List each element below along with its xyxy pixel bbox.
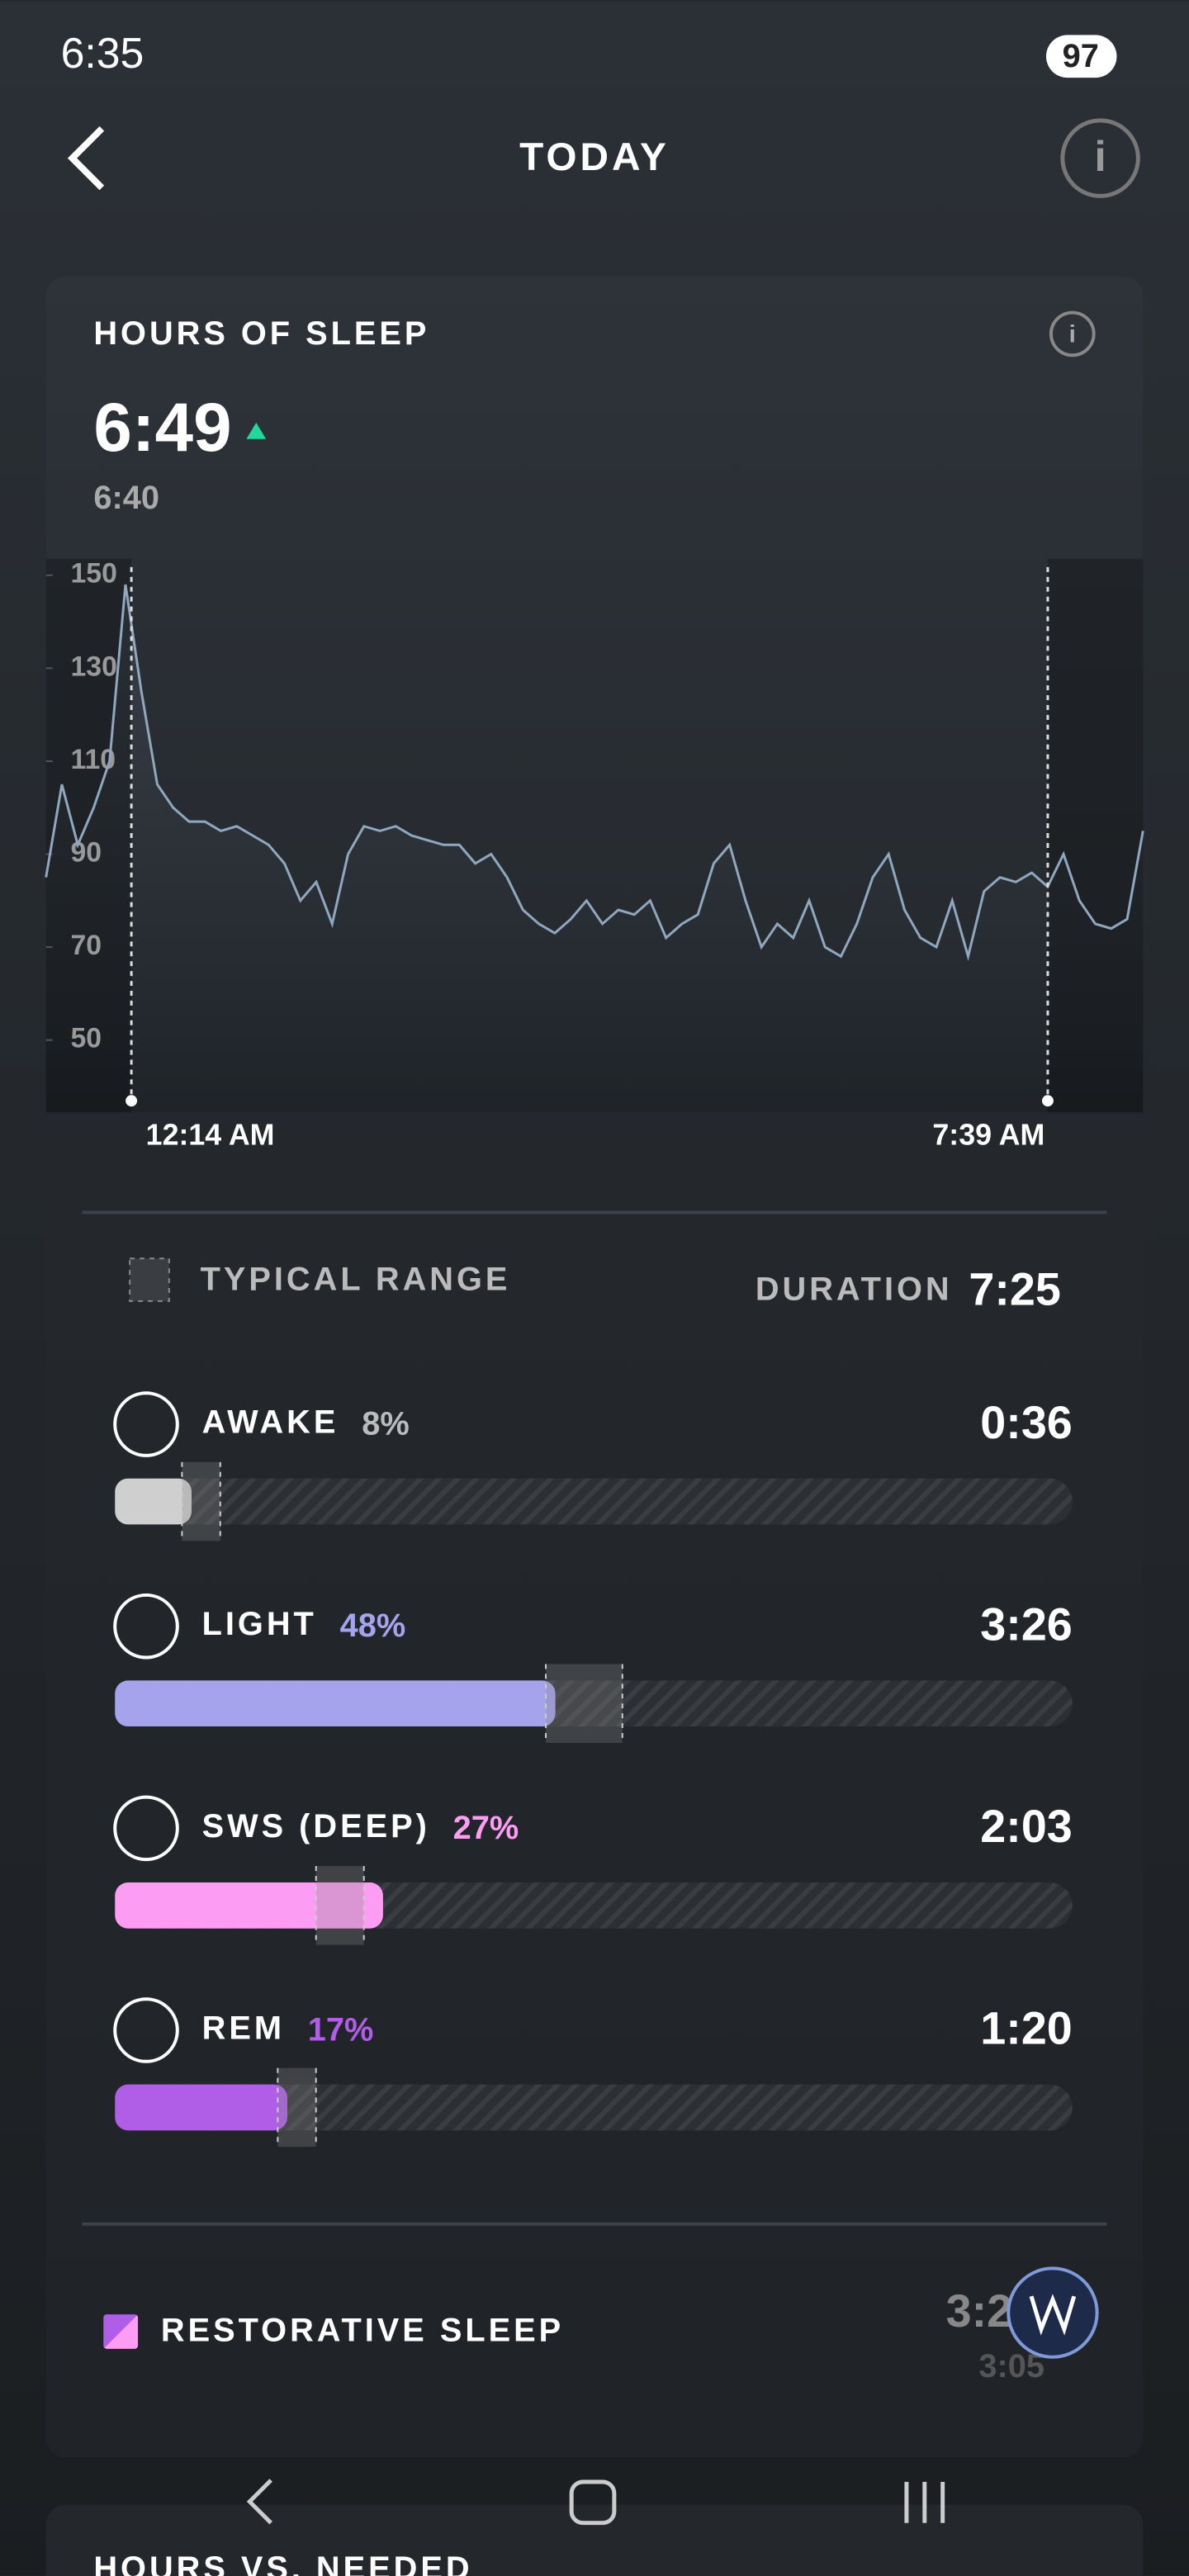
y-tick-label: 130 xyxy=(71,651,117,682)
stage-duration: 3:26 xyxy=(980,1598,1072,1650)
restorative-value: 3:2 xyxy=(946,2285,1013,2337)
nav-back[interactable] xyxy=(246,2479,272,2525)
stage-duration: 0:36 xyxy=(980,1397,1072,1448)
nav-home[interactable] xyxy=(569,2479,617,2526)
stage-track xyxy=(115,2084,1073,2131)
typical-range xyxy=(182,1461,220,1541)
stage-name: AWAKE xyxy=(202,1404,339,1441)
next-card-title: HOURS VS. NEEDED xyxy=(93,2550,472,2576)
time-dot xyxy=(126,1095,138,1107)
stage-bar xyxy=(115,1680,556,1727)
back-button[interactable] xyxy=(67,125,105,191)
y-tick-label: 110 xyxy=(71,744,116,775)
restorative-label: RESTORATIVE SLEEP xyxy=(161,2312,564,2348)
time-label: 12:14 AM xyxy=(146,1118,275,1151)
next-card xyxy=(45,2504,1144,2576)
info-button[interactable]: i xyxy=(1060,118,1140,198)
svg-text:i: i xyxy=(1094,132,1106,180)
typical-range xyxy=(546,1664,623,1743)
stage-name: LIGHT xyxy=(202,1606,317,1642)
stage-toggle[interactable] xyxy=(113,1795,179,1862)
stage-bar xyxy=(115,1478,192,1525)
stage-toggle[interactable] xyxy=(113,1593,179,1660)
svg-text:i: i xyxy=(1069,320,1076,348)
stage-bar xyxy=(115,2084,287,2131)
stage-duration: 1:20 xyxy=(980,2003,1072,2054)
typical-range xyxy=(315,1866,364,1945)
card-title: HOURS OF SLEEP xyxy=(93,315,429,352)
typical-range xyxy=(277,2067,316,2147)
restorative-icon xyxy=(103,2314,139,2349)
y-tick-label: 50 xyxy=(71,1023,102,1054)
y-tick-label: 150 xyxy=(71,558,117,590)
stage-percent: 48% xyxy=(340,1608,406,1644)
chart-area xyxy=(45,585,1144,1113)
typical-range-label: TYPICAL RANGE xyxy=(201,1262,511,1298)
header-title: TODAY xyxy=(519,135,670,179)
stage-percent: 17% xyxy=(308,2011,374,2048)
outside-shade xyxy=(45,558,132,1113)
time-label: 7:39 AM xyxy=(932,1118,1045,1151)
typical-range-icon xyxy=(129,1257,170,1302)
sleep-hours: 6:49 xyxy=(93,388,231,466)
stage-duration: 2:03 xyxy=(980,1801,1072,1852)
stage-percent: 27% xyxy=(453,1810,519,1846)
time-dot xyxy=(1041,1095,1054,1107)
outside-shade xyxy=(1047,558,1144,1113)
stage-name: REM xyxy=(202,2010,285,2047)
stages: AWAKE 8% 0:36 LIGHT 48% 3:26 SWS (DEEP) 27% 2:03… xyxy=(113,1391,1073,2147)
y-tick-label: 90 xyxy=(71,836,102,868)
stage-track xyxy=(115,1478,1073,1525)
stage-percent: 8% xyxy=(362,1406,409,1442)
battery-level: 97 xyxy=(1063,38,1099,74)
heart-rate-chart: 150 130 110 90 70 50 12:14 AM 7:39 AM xyxy=(45,558,1144,1151)
card-info[interactable]: i xyxy=(1049,310,1096,358)
previous-hours: 6:40 xyxy=(93,480,159,516)
stage-toggle[interactable] xyxy=(113,1391,179,1457)
trend-up xyxy=(246,422,267,439)
stage-name: SWS (DEEP) xyxy=(202,1808,430,1844)
heart-rate-line xyxy=(45,584,1144,962)
y-tick-label: 70 xyxy=(71,930,102,961)
status-time: 6:35 xyxy=(61,29,144,77)
duration-value: 7:25 xyxy=(969,1264,1060,1315)
duration-label: DURATION xyxy=(756,1271,953,1307)
stage-toggle[interactable] xyxy=(113,1997,179,2063)
battery xyxy=(1045,35,1117,78)
coach-button[interactable] xyxy=(1007,2266,1099,2359)
nav-recent[interactable] xyxy=(904,2481,945,2523)
